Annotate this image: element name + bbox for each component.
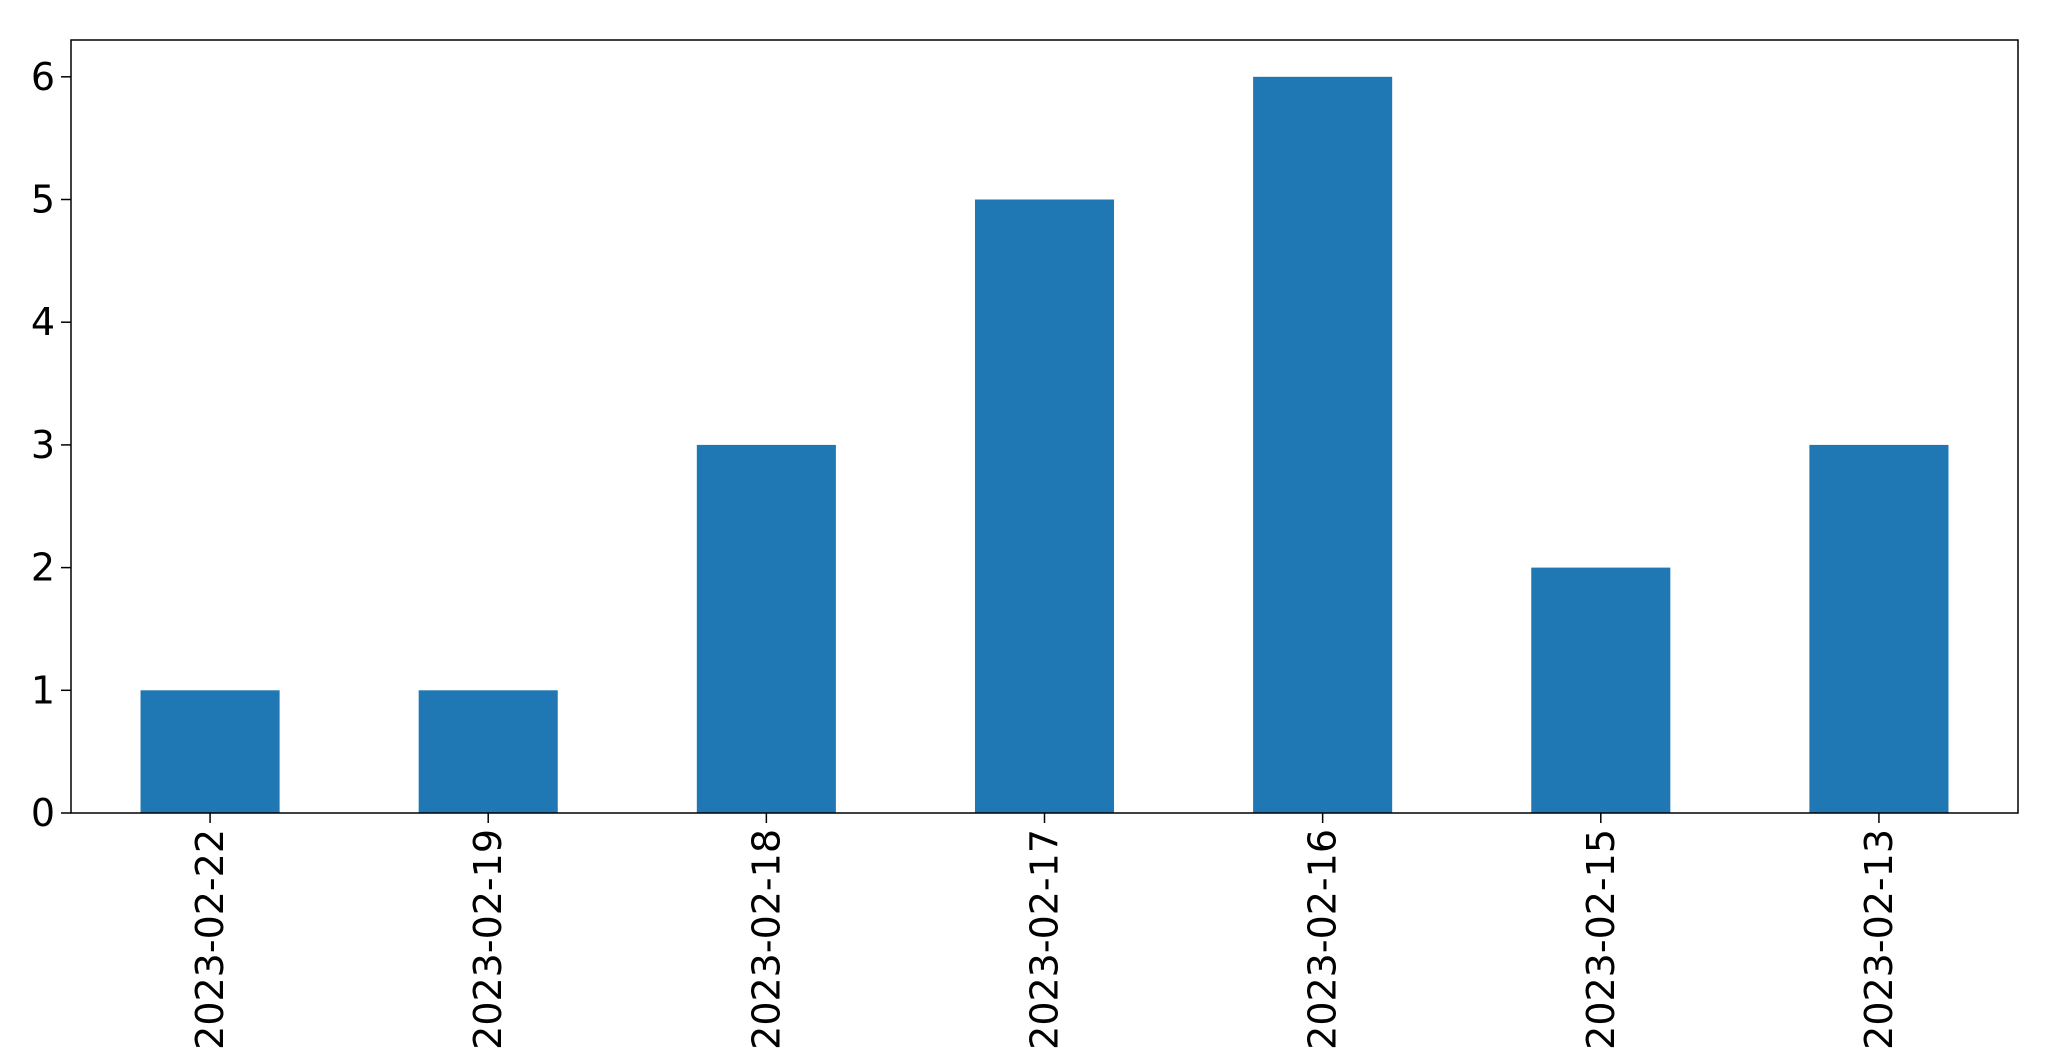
x-tick-label: 2023-02-15 (1579, 829, 1623, 1050)
bar-2023-02-15 (1531, 567, 1671, 813)
bar-2023-02-18 (696, 444, 836, 813)
x-tick-label: 2023-02-19 (466, 829, 510, 1050)
bar-2023-02-16 (1253, 76, 1393, 814)
bar-2023-02-19 (418, 690, 558, 813)
y-tick-label: 0 (31, 791, 55, 835)
y-tick-label: 2 (31, 546, 55, 590)
y-tick-label: 3 (31, 423, 55, 467)
bar-2023-02-17 (974, 199, 1115, 813)
bar-2023-02-22 (140, 690, 280, 813)
x-tick-label: 2023-02-17 (1023, 829, 1067, 1050)
y-tick-label: 1 (31, 668, 55, 712)
bar-2023-02-13 (1809, 444, 1949, 813)
bars (140, 76, 1949, 814)
x-tick-label: 2023-02-16 (1301, 829, 1345, 1050)
y-axis: 0 1 2 3 4 5 6 (31, 55, 71, 835)
x-tick-label: 2023-02-18 (744, 829, 788, 1050)
y-tick-label: 6 (31, 55, 55, 99)
x-tick-label: 2023-02-13 (1857, 829, 1901, 1050)
y-tick-label: 4 (31, 300, 55, 344)
y-tick-label: 5 (31, 178, 55, 222)
x-tick-label: 2023-02-22 (188, 829, 232, 1050)
x-axis: 2023-02-22 2023-02-19 2023-02-18 2023-02-17… (188, 813, 1901, 1050)
